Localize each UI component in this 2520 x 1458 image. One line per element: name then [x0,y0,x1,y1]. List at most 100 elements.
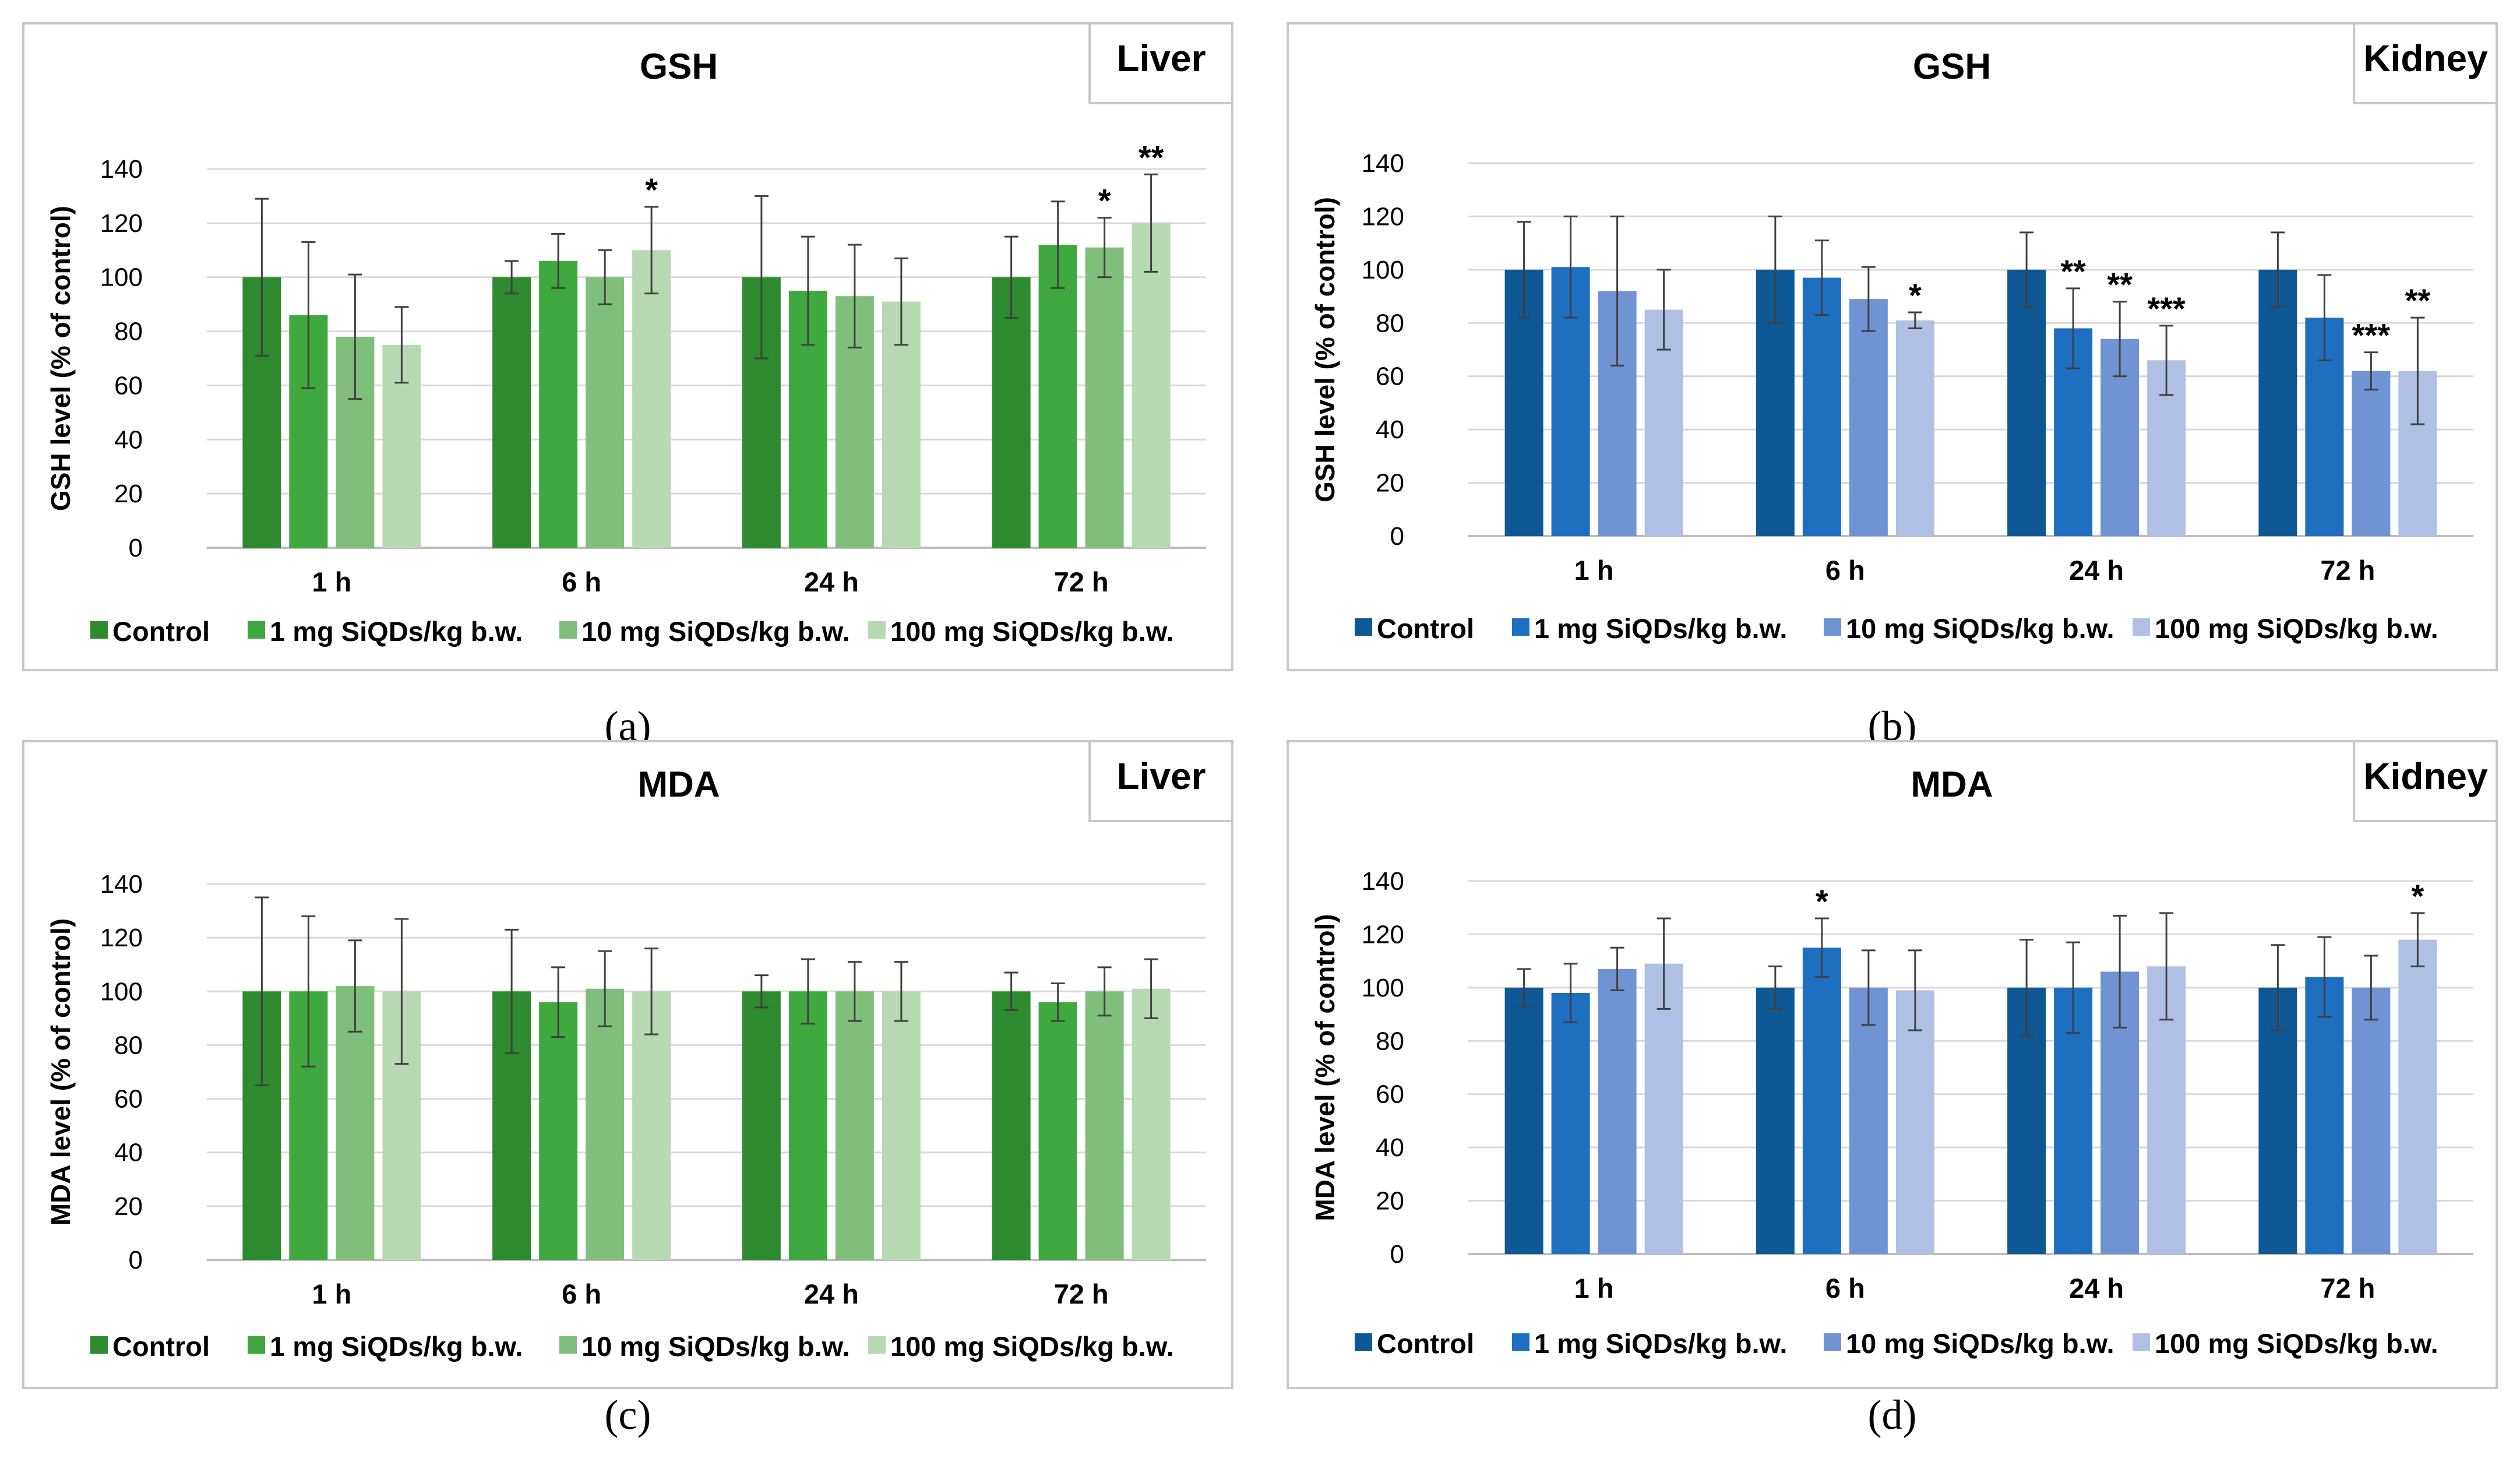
y-tick-label: 120 [100,209,143,238]
x-tick-label: 6 h [562,566,601,597]
bar [586,277,625,548]
organ-box: Liver [1088,740,1233,822]
bar [992,991,1031,1260]
bar [835,991,874,1260]
chart-title: GSH [1913,47,1991,87]
legend-swatch [2133,618,2150,636]
y-tick-label: 140 [100,155,143,184]
bar [632,250,671,548]
y-tick-label: 0 [129,1246,143,1274]
bar [882,991,921,1260]
bar [2352,371,2391,536]
bar [539,1002,578,1260]
bar [1895,990,1934,1254]
legend: Control 1 mg SiQDs/kg b.w. 10 mg SiQDs/kg … [90,616,1174,647]
bar [586,988,625,1260]
chart-title: MDA [1911,765,1993,805]
legend-label: 100 mg SiQDs/kg b.w. [890,616,1174,647]
x-tick-label: 1 h [1574,1273,1614,1304]
bar [539,260,578,548]
bar [1802,277,1841,536]
y-tick-label: 40 [1376,1133,1404,1162]
organ-box-frame [2353,22,2498,104]
significance-label: * [2411,878,2424,914]
y-tick-label: 20 [1376,469,1404,498]
organ-label: Kidney [2363,755,2488,797]
y-tick-label: 100 [1362,256,1404,284]
legend-swatch [1355,618,1372,636]
chart-title: MDA [637,765,720,805]
y-tick-label: 120 [100,924,143,952]
bar [1849,987,1888,1254]
y-tick-label: 140 [1362,149,1404,178]
legend-label: 10 mg SiQDs/kg b.w. [1846,613,2114,644]
bar [1598,969,1637,1254]
x-tick-label: 24 h [804,1279,859,1309]
legend-label: Control [1377,1328,1474,1359]
legend-label: 1 mg SiQDs/kg b.w. [1534,1328,1787,1359]
legend: Control 1 mg SiQDs/kg b.w. 10 mg SiQDs/kg … [90,1331,1174,1362]
y-tick-label: 20 [114,480,143,508]
y-tick-label: 40 [114,1139,143,1167]
bar [1038,245,1077,548]
x-tick-label: 72 h [1054,1279,1109,1309]
legend-swatch [559,1336,577,1354]
panel-frame [22,22,1233,671]
legend: Control 1 mg SiQDs/kg b.w. 10 mg SiQDs/kg … [1355,1328,2438,1359]
bar [2007,269,2046,536]
bar [1895,320,1934,536]
significance-label: * [645,171,658,208]
legend-swatch [1824,1333,1841,1351]
x-tick-label: 1 h [312,1279,351,1309]
legend-label: 10 mg SiQDs/kg b.w. [1846,1328,2114,1359]
significance-label: * [1909,277,1922,314]
significance-label: ** [2405,282,2431,319]
legend-swatch [868,621,886,639]
legend-label: 100 mg SiQDs/kg b.w. [890,1331,1174,1362]
organ-box: Kidney [2353,22,2498,104]
bar [2258,269,2297,536]
significance-label: ** [2060,253,2086,290]
y-tick-label: 140 [1362,867,1404,896]
bar [992,277,1031,548]
chart-panel-d: Kidney MDA 0 20 40 60 80 100 120 140 MDA level (% … [1287,740,2498,1438]
legend-label: Control [1377,613,1474,644]
significance-label: ** [2107,266,2133,303]
legend-swatch [1824,618,1841,636]
y-tick-label: 20 [1376,1187,1404,1216]
organ-box: Kidney [2353,740,2498,822]
significance-label: * [1098,182,1111,219]
y-tick-label: 100 [1362,974,1404,1002]
y-tick-label: 80 [114,1031,143,1059]
legend-label: 10 mg SiQDs/kg b.w. [581,616,850,647]
x-tick-label: 72 h [2320,555,2375,586]
bar [1756,987,1795,1254]
y-tick-label: 0 [1390,1240,1404,1269]
bar [1849,299,1888,536]
y-tick-label: 40 [114,425,143,454]
y-tick-label: 120 [1362,920,1404,949]
x-tick-label: 6 h [562,1279,601,1309]
organ-label: Liver [1117,37,1206,79]
x-tick-label: 72 h [2320,1273,2375,1304]
bar [1551,993,1590,1254]
y-tick-label: 100 [100,977,143,1006]
x-tick-label: 72 h [1054,566,1109,597]
y-tick-label: 80 [1376,1027,1404,1055]
x-tick-label: 1 h [312,566,351,597]
bar [1802,948,1841,1254]
significance-label: ** [1139,139,1164,175]
y-axis-label: GSH level (% of control) [45,206,76,511]
y-axis-label: GSH level (% of control) [1310,197,1340,502]
bar [1085,247,1124,548]
legend-swatch [868,1336,886,1354]
organ-label: Liver [1117,755,1206,797]
y-tick-label: 20 [114,1192,143,1221]
significance-label: *** [2147,290,2186,327]
y-tick-label: 60 [1376,1080,1404,1109]
legend-swatch [1355,1333,1372,1351]
organ-box-frame [1088,740,1233,822]
bar [2258,987,2297,1254]
bar [1132,223,1171,548]
